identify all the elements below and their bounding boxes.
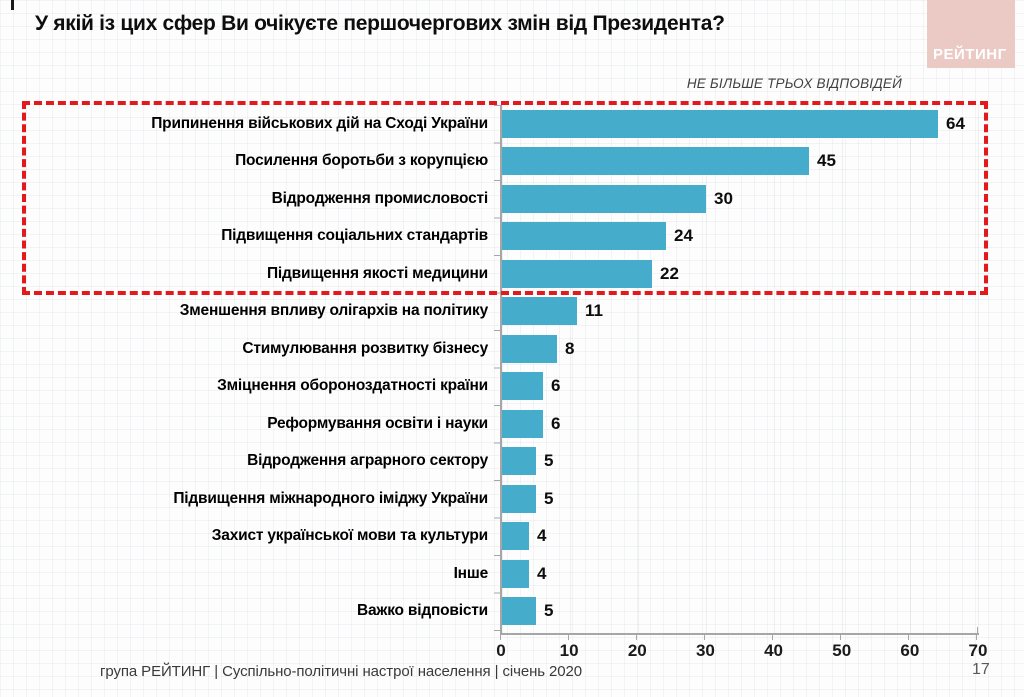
bar-row: Відродження аграрного сектору 5 xyxy=(22,443,1002,481)
x-tick-label: 20 xyxy=(627,641,647,660)
category-label: Зміцнення обороноздатності країни xyxy=(217,377,488,395)
y-axis-ticks xyxy=(494,105,501,634)
x-tick-label: 70 xyxy=(968,641,988,660)
value-label: 6 xyxy=(551,376,561,396)
x-tick-label: 30 xyxy=(695,641,715,660)
x-axis-line xyxy=(500,633,979,635)
value-label: 4 xyxy=(537,563,547,583)
x-tick-label: 40 xyxy=(764,641,784,660)
category-label: Припинення військових дій на Сході Украї… xyxy=(151,114,488,132)
source-footer: група РЕЙТИНГ | Суспільно-політичні наст… xyxy=(100,663,583,680)
rating-group-logo: РЕЙТИНГ xyxy=(927,0,1015,68)
value-label: 4 xyxy=(537,526,547,546)
bar-row: Підвищення якості медицини 22 xyxy=(22,255,1002,293)
value-label: 6 xyxy=(551,413,561,433)
value-label: 11 xyxy=(585,301,603,321)
bar-row: Підвищення міжнародного іміджу України 5 xyxy=(22,480,1002,518)
category-label: Посилення боротьби з корупцією xyxy=(235,152,488,170)
value-label: 5 xyxy=(544,601,554,621)
bar xyxy=(502,409,543,438)
bar-row: Зменшення впливу олігархів на політику 11 xyxy=(22,293,1002,331)
value-label: 64 xyxy=(946,113,965,133)
category-label: Підвищення соціальних стандартів xyxy=(221,227,488,245)
bar xyxy=(502,522,529,551)
category-label: Відродження промисловості xyxy=(271,189,489,207)
bar-row: Зміцнення обороноздатності країни 6 xyxy=(22,368,1002,406)
bar xyxy=(502,297,577,326)
value-label: 24 xyxy=(674,226,693,246)
bar xyxy=(502,259,652,288)
bar xyxy=(502,222,666,251)
value-label: 8 xyxy=(565,338,575,358)
bar xyxy=(502,447,536,476)
bar-rows: Припинення військових дій на Сході Украї… xyxy=(22,105,1002,630)
category-label: Важко відповісти xyxy=(356,602,488,620)
category-label: Реформування освіти і науки xyxy=(267,414,488,432)
bar xyxy=(502,334,557,363)
y-axis-line xyxy=(500,105,502,634)
bar-row: Посилення боротьби з корупцією 45 xyxy=(22,143,1002,181)
value-label: 5 xyxy=(544,451,554,471)
x-tick-label: 0 xyxy=(496,641,506,660)
bar-row: Інше 4 xyxy=(22,555,1002,593)
bar xyxy=(502,372,543,401)
slide-edge-mark xyxy=(11,0,14,10)
bar xyxy=(502,484,536,513)
category-label: Інше xyxy=(453,564,489,582)
value-label: 5 xyxy=(544,488,554,508)
x-tick-label: 50 xyxy=(832,641,852,660)
page-number: 17 xyxy=(972,661,990,678)
bar xyxy=(502,559,529,588)
bar-row: Стимулювання розвитку бізнесу 8 xyxy=(22,330,1002,368)
bar-row: Підвищення соціальних стандартів 24 xyxy=(22,218,1002,256)
x-tick-label: 60 xyxy=(900,641,920,660)
value-label: 22 xyxy=(660,263,679,283)
bar-row: Відродження промисловості 30 xyxy=(22,180,1002,218)
logo-text: РЕЙТИНГ xyxy=(933,46,1007,63)
x-axis-ticks xyxy=(500,635,979,640)
category-label: Стимулювання розвитку бізнесу xyxy=(242,339,488,357)
category-label: Підвищення якості медицини xyxy=(266,264,488,282)
value-label: 45 xyxy=(817,151,836,171)
category-label: Захист української мови та культури xyxy=(211,527,488,545)
category-label: Зменшення впливу олігархів на політику xyxy=(179,302,488,320)
answers-limit-note: НЕ БІЛЬШЕ ТРЬОХ ВІДПОВІДЕЙ xyxy=(686,76,902,91)
x-axis-labels: 0 10 20 30 40 50 60 70 xyxy=(0,641,1024,663)
category-label: Підвищення міжнародного іміджу України xyxy=(173,489,488,507)
x-axis-end-tick xyxy=(977,627,978,633)
bar-row: Захист української мови та культури 4 xyxy=(22,518,1002,556)
x-tick-label: 10 xyxy=(559,641,579,660)
bar xyxy=(502,184,706,213)
category-label: Відродження аграрного сектору xyxy=(247,452,488,470)
bar xyxy=(502,597,536,626)
value-label: 30 xyxy=(714,188,733,208)
bar xyxy=(502,147,809,176)
bar xyxy=(502,109,938,138)
bar-row: Реформування освіти і науки 6 xyxy=(22,405,1002,443)
bar-row: Важко відповісти 5 xyxy=(22,593,1002,631)
chart-title: У якій із цих сфер Ви очікуєте першочерг… xyxy=(35,12,725,35)
bar-row: Припинення військових дій на Сході Украї… xyxy=(22,105,1002,143)
